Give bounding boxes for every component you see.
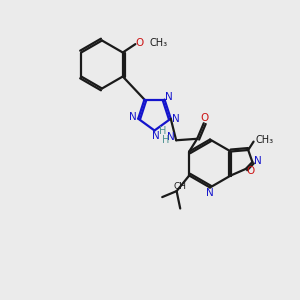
Text: H: H [159, 126, 166, 136]
Text: CH: CH [173, 182, 186, 191]
Text: N: N [129, 112, 137, 122]
Text: N: N [152, 130, 159, 141]
Text: N: N [254, 156, 261, 167]
Text: N: N [172, 114, 180, 124]
Text: O: O [201, 113, 209, 123]
Text: O: O [247, 166, 255, 176]
Text: O: O [136, 38, 144, 48]
Text: CH₃: CH₃ [256, 135, 274, 146]
Text: H: H [162, 135, 169, 145]
Text: CH₃: CH₃ [150, 38, 168, 48]
Text: N: N [166, 92, 173, 102]
Text: N: N [206, 188, 213, 198]
Text: N: N [167, 132, 175, 142]
